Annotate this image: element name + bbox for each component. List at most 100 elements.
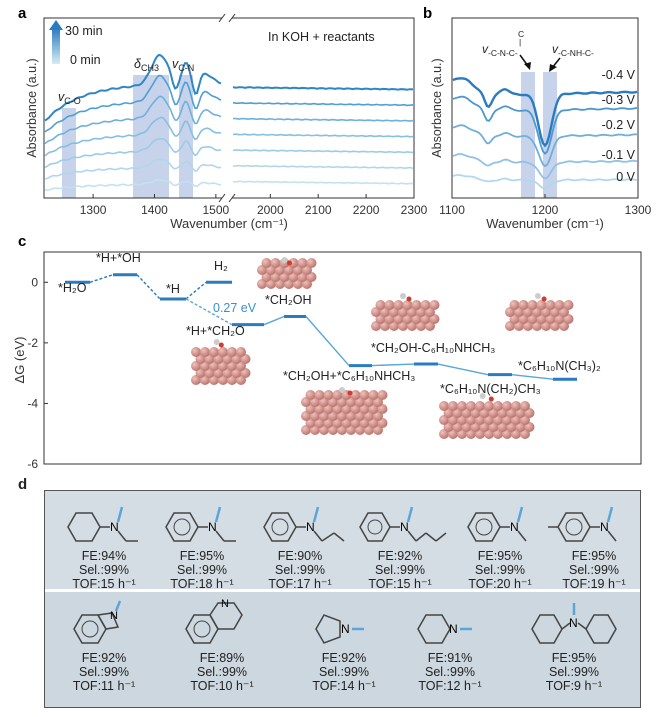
state-label: H₂ — [214, 259, 228, 273]
molecule-structure-icon: N — [539, 497, 649, 549]
copper-atom — [218, 347, 228, 357]
metric-sel: Sel.:99% — [568, 563, 620, 577]
molecule-structure-icon: N — [445, 497, 555, 549]
copper-atom — [270, 258, 281, 268]
product-entry: N FE:89% Sel.:99% TOF:10 h⁻¹ — [167, 599, 277, 693]
band-label-c-o: vC-O — [58, 90, 81, 106]
svg-text:N: N — [306, 520, 315, 534]
energy-connector — [371, 363, 415, 367]
series-line-b — [452, 124, 638, 168]
copper-atom — [332, 390, 343, 400]
panel-d-table: N FE:94% Sel.:99% TOF:15 h⁻¹ N FE:95% Sel.:99%… — [44, 490, 641, 708]
copper-atom — [236, 347, 246, 357]
copper-atom — [306, 258, 317, 268]
svg-text:N: N — [600, 520, 609, 534]
panel-c-frame — [43, 251, 642, 465]
series-line-a-right — [232, 117, 414, 122]
state-label: *C₆H₁₀N(CH₃)₂ — [518, 359, 601, 373]
plots-canvas: a b c 1300 1400 1500 2000 2100 2200 2300 30 mi… — [12, 5, 652, 470]
product-entry: N FE:95% Sel.:99% TOF:18 h⁻¹ — [147, 497, 257, 591]
svg-text:N: N — [221, 599, 229, 610]
molecule-structure-icon: N — [167, 599, 277, 651]
series-line-a — [44, 178, 221, 191]
energy-connector — [437, 363, 489, 376]
series-line-a — [44, 53, 222, 122]
svg-text:N: N — [341, 622, 350, 636]
series-line-b — [452, 174, 638, 190]
series-line-a — [44, 95, 222, 145]
metric-sel: Sel.:99% — [78, 665, 130, 679]
axis-break-mark-top-left — [218, 13, 226, 23]
panel-b-ylabel: Absorbance (a.u.) — [430, 58, 444, 157]
energy-connector — [136, 274, 161, 300]
copper-atom — [350, 390, 361, 400]
svg-text:N: N — [400, 520, 409, 534]
catalyst-surface-image — [191, 339, 251, 385]
svg-text:N: N — [569, 616, 578, 630]
time-arrow-icon — [49, 20, 63, 30]
state-label: *CH₂OH-C₆H₁₀NHCH₃ — [371, 341, 495, 355]
copper-atom — [518, 300, 529, 310]
metric-fe: FE:91% — [427, 651, 473, 665]
panel-c-chart: 0 -2 -4 -6 *H₂O *H+*OH *H H₂ *H+*CH₂O *CH₂OH *CH₂… — [12, 251, 642, 470]
copper-atom — [393, 300, 404, 310]
metric-tof: TOF:17 h⁻¹ — [268, 577, 332, 591]
metric-tof: TOF:12 h⁻¹ — [418, 679, 482, 693]
voltage-label: -0.3 V — [602, 93, 636, 107]
product-entry: N FE:95% Sel.:99% TOF:19 h⁻¹ — [539, 497, 649, 591]
copper-atom — [509, 300, 520, 310]
product-entry: N FE:92% Sel.:99% TOF:14 h⁻¹ — [289, 599, 399, 693]
catalyst-surface-image — [439, 393, 535, 439]
series-line-a-right — [232, 133, 414, 138]
band-ch3 — [133, 75, 169, 198]
oxygen-atom — [406, 296, 412, 302]
legend-30min: 30 min — [65, 24, 103, 38]
series-line-b — [452, 77, 638, 148]
y-tick-label-c: -2 — [27, 336, 38, 350]
band-label-c-n-c-bond: | — [519, 37, 521, 47]
x-tick-label-b: 1200 — [532, 203, 559, 217]
table-divider — [45, 589, 640, 592]
metric-tof: TOF:11 h⁻¹ — [72, 679, 136, 693]
catalyst-surface-image — [301, 387, 388, 435]
product-entry: N FE:95% Sel.:99% TOF:20 h⁻¹ — [445, 497, 555, 591]
copper-atom — [227, 347, 237, 357]
metric-fe: FE:92% — [321, 651, 367, 665]
metric-fe: FE:95% — [477, 549, 523, 563]
series-line-a — [44, 116, 222, 157]
voltage-label: 0 V — [616, 170, 635, 184]
copper-atom — [261, 258, 272, 268]
svg-text:N: N — [208, 520, 217, 534]
energy-connector — [89, 274, 114, 283]
band-arrow-head-c-nh-c — [549, 64, 557, 72]
molecule-structure-icon: N — [147, 497, 257, 549]
molecule-structure-icon: N — [519, 599, 629, 651]
series-line-a — [44, 158, 222, 180]
adsorbate-atom — [213, 339, 220, 345]
metric-tof: TOF:15 h⁻¹ — [72, 577, 136, 591]
legend-0min: 0 min — [70, 53, 101, 67]
metric-tof: TOF:10 h⁻¹ — [190, 679, 254, 693]
y-tick-label-c: -6 — [27, 457, 38, 470]
panel-a-xlabel: Wavenumber (cm⁻¹) — [170, 216, 288, 231]
svg-text:N: N — [510, 520, 519, 534]
oxygen-atom — [347, 390, 353, 396]
metric-fe: FE:90% — [277, 549, 323, 563]
state-label: *H₂O — [58, 281, 87, 295]
energy-connector — [185, 298, 233, 326]
voltage-label: -0.1 V — [602, 148, 636, 162]
panel-c-ylabel: ΔG (eV) — [12, 337, 27, 384]
copper-atom — [359, 390, 370, 400]
copper-atom — [297, 258, 308, 268]
metric-sel: Sel.:99% — [474, 563, 526, 577]
axis-break-gap — [222, 12, 232, 204]
copper-atom — [493, 401, 503, 411]
metric-fe: FE:92% — [81, 651, 127, 665]
voltage-label: -0.4 V — [602, 68, 636, 82]
band-label-c-n-c-branch: C — [518, 29, 524, 39]
band-label-c-n: vC-N — [172, 57, 194, 73]
energy-connector — [263, 315, 285, 326]
svg-text:N: N — [110, 520, 119, 534]
molecule-structure-icon: N — [345, 497, 455, 549]
copper-atom — [420, 300, 431, 310]
